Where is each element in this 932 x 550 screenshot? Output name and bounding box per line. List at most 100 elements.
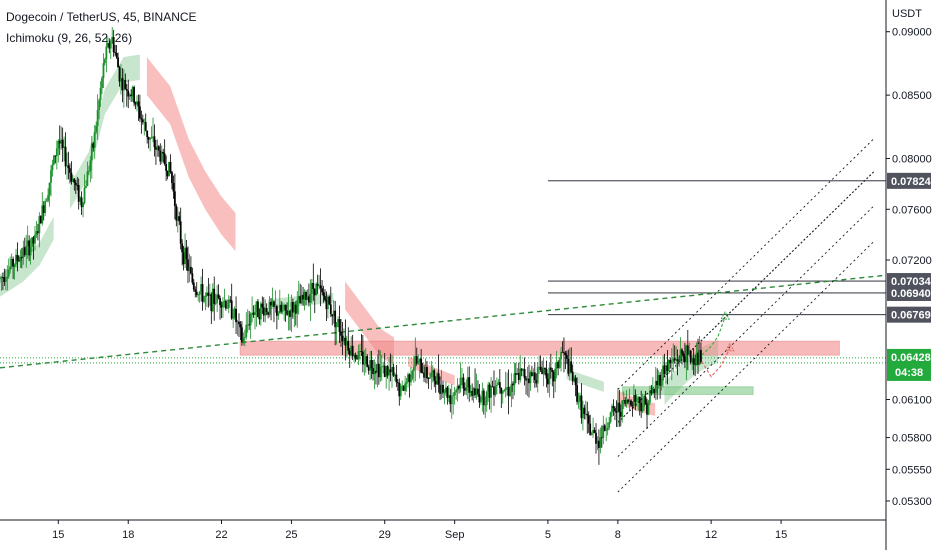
candle-body-322 — [468, 377, 471, 393]
candle-body-10 — [13, 264, 16, 267]
last-price-tag-bg — [887, 348, 931, 381]
candle-body-257 — [373, 370, 376, 375]
candle-body-258 — [375, 370, 377, 373]
price-tick-label-2: 0.08500 — [892, 90, 932, 102]
price-tick-label-8: 0.05550 — [892, 464, 932, 476]
candle-body-9 — [12, 258, 15, 267]
candle-body-112 — [162, 151, 165, 154]
candle-body-383 — [557, 362, 560, 368]
candle-body-101 — [146, 130, 149, 138]
candle-body-259 — [376, 363, 379, 373]
candle-body-473 — [688, 350, 691, 355]
candle-body-358 — [520, 368, 523, 371]
candle-body-240 — [348, 350, 351, 356]
candle-body-426 — [619, 411, 622, 417]
candle-body-462 — [672, 358, 675, 362]
level-tag-bg-1 — [887, 172, 931, 189]
candle-body-435 — [632, 395, 635, 406]
candle-body-253 — [367, 366, 370, 371]
candle-body-409 — [595, 432, 597, 444]
candle-body-317 — [461, 377, 463, 379]
candle-body-437 — [635, 399, 638, 402]
candle-body-369 — [536, 367, 539, 384]
candle-body-387 — [563, 352, 565, 354]
candle-body-198 — [287, 310, 290, 315]
candle-body-380 — [552, 372, 555, 382]
candle-body-5 — [6, 276, 9, 279]
candle-body-324 — [471, 391, 474, 396]
candle-body-391 — [568, 361, 571, 374]
candle-body-233 — [338, 319, 341, 332]
candle-body-354 — [514, 373, 517, 375]
candle-body-7 — [9, 266, 12, 270]
candle-body-448 — [651, 388, 654, 394]
candle-body-407 — [592, 429, 594, 434]
candle-body-270 — [392, 367, 395, 376]
indicator-label[interactable]: Ichimoku (9, 26, 52, 26) — [6, 31, 133, 45]
candle-body-148 — [214, 302, 217, 304]
candle-body-215 — [312, 283, 315, 289]
trend-line — [0, 274, 887, 369]
candle-body-455 — [662, 365, 664, 381]
candle-body-121 — [175, 206, 178, 221]
candle-body-319 — [463, 388, 466, 391]
price-axis-ticks: 0.09000 0.08500 0.08000 0.07600 0.07200 0.061… — [886, 27, 932, 508]
candle-body-405 — [589, 423, 592, 436]
candle-body-90 — [130, 94, 133, 97]
candle-body-17 — [23, 247, 26, 256]
candle-body-261 — [379, 367, 382, 378]
candle-body-323 — [469, 391, 472, 393]
candle-body-193 — [280, 304, 283, 312]
candle-body-39 — [55, 148, 58, 157]
candle-body-375 — [545, 368, 548, 379]
candle-body-55 — [79, 197, 82, 202]
candle-body-367 — [533, 372, 536, 381]
candle-body-163 — [236, 321, 239, 323]
candle-body-12 — [16, 254, 19, 261]
candle-body-177 — [257, 301, 259, 318]
candle-body-277 — [402, 385, 405, 391]
candle-body-216 — [313, 288, 316, 296]
candle-body-373 — [542, 367, 545, 374]
candle-body-463 — [673, 358, 676, 361]
candle-body-227 — [329, 304, 332, 315]
candle-body-281 — [408, 374, 411, 383]
candle-body-265 — [385, 366, 388, 377]
candle-body-138 — [200, 284, 202, 292]
price-tick-label-1: 0.09000 — [892, 27, 932, 39]
candle-body-345 — [501, 390, 504, 394]
candle-body-141 — [204, 295, 207, 298]
candle-body-111 — [160, 151, 163, 162]
candle-body-213 — [309, 293, 312, 303]
candle-body-336 — [488, 384, 491, 398]
candle-body-271 — [394, 374, 396, 376]
candle-body-23 — [32, 237, 35, 244]
candle-body-424 — [616, 402, 619, 413]
candle-body-201 — [292, 302, 294, 313]
candle-body-290 — [421, 372, 424, 374]
time-tick-label-2: 18 — [122, 529, 134, 541]
symbol-title[interactable]: Dogecoin / TetherUS, 45, BINANCE — [6, 10, 197, 24]
candle-body-397 — [577, 401, 580, 403]
candle-body-429 — [624, 400, 627, 404]
candle-body-295 — [428, 377, 431, 379]
candle-body-188 — [273, 301, 275, 307]
candle-body-340 — [494, 385, 497, 395]
candle-body-481 — [700, 350, 702, 362]
time-tick-label-3: 22 — [215, 529, 227, 541]
candle-body-18 — [25, 246, 28, 256]
candle-body-390 — [567, 358, 570, 374]
time-tick-label-8: 8 — [615, 529, 621, 541]
candle-body-401 — [583, 407, 586, 415]
candle-body-276 — [401, 385, 404, 387]
candle-body-94 — [136, 101, 138, 105]
candle-body-338 — [491, 386, 494, 388]
candle-body-297 — [431, 370, 434, 373]
candle-body-72 — [104, 59, 106, 64]
time-tick-label-5: 29 — [379, 529, 391, 541]
cloud-segment-1 — [0, 216, 54, 297]
candle-body-371 — [539, 366, 542, 371]
candle-body-434 — [631, 405, 634, 407]
candle-body-88 — [127, 90, 130, 97]
